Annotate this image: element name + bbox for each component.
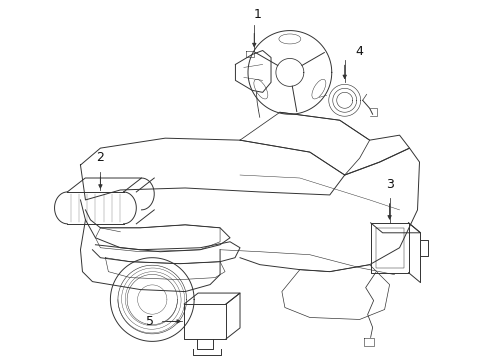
- Text: 2: 2: [97, 151, 104, 164]
- Text: 4: 4: [356, 45, 364, 58]
- Text: 5: 5: [146, 315, 154, 328]
- Text: 1: 1: [253, 8, 261, 21]
- Text: 3: 3: [386, 178, 393, 191]
